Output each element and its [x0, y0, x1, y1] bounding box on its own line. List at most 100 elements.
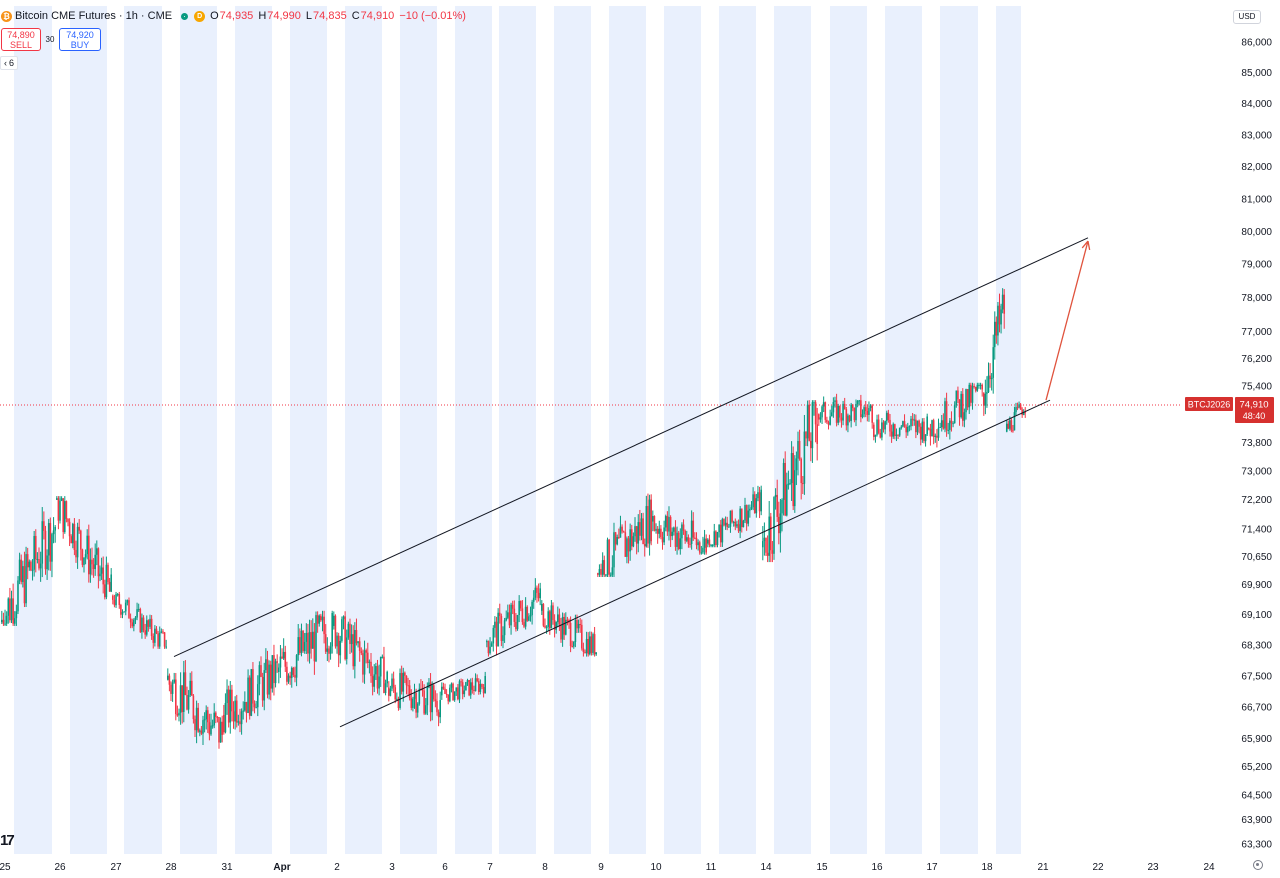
channel-upper[interactable]	[173, 237, 1089, 658]
candle-body	[705, 538, 707, 553]
candle-body	[484, 676, 486, 694]
candle-body	[507, 612, 509, 618]
candle-body	[682, 524, 685, 531]
candle-body	[537, 592, 540, 599]
open-value: 74,935	[219, 10, 254, 22]
price-axis[interactable]: 86,000 85,000 84,000 83,000 82,000 81,000 80,0…	[1241, 38, 1272, 851]
candle-body	[531, 601, 533, 616]
candle-body	[592, 634, 594, 653]
candle-body	[84, 554, 87, 558]
candle-body	[511, 604, 514, 609]
candle-body	[477, 681, 480, 692]
candle-body	[47, 523, 50, 556]
chart-title[interactable]: Bitcoin CME Futures · 1h · CME	[15, 10, 173, 22]
candle-body	[565, 619, 567, 635]
candle-body	[677, 532, 680, 550]
candle-body	[950, 420, 953, 424]
candle-body	[694, 537, 696, 539]
candle-body	[813, 402, 815, 404]
candle-body	[136, 609, 138, 618]
drawings[interactable]	[173, 237, 1091, 728]
candle-body	[191, 680, 193, 696]
candle-body	[622, 531, 625, 533]
time-axis[interactable]: 25 26 27 28 31 Apr 2 3 6 7 8 9 10 11 14 15 16 17 18 21 22 23 2…	[0, 862, 1215, 873]
indicators-toggle[interactable]: ‹ 6	[0, 56, 18, 70]
candle-body	[253, 703, 256, 708]
candle-body	[149, 618, 151, 627]
candle-body	[669, 517, 672, 537]
sell-button[interactable]: 74,890 SELL	[1, 28, 41, 51]
candle-body	[329, 646, 332, 654]
time-tick-label: 8	[542, 862, 548, 873]
candle-body	[278, 667, 280, 673]
session-band	[124, 6, 162, 854]
candle-body	[360, 650, 363, 654]
candle-body	[323, 616, 325, 635]
market-status-icon[interactable]	[181, 12, 189, 20]
candle-body	[652, 516, 654, 522]
legend: ₿ Bitcoin CME Futures · 1h · CME D O 74,…	[0, 6, 471, 26]
candle-body	[968, 384, 971, 408]
candle-body	[336, 635, 338, 647]
candle-body	[528, 616, 530, 621]
time-tick-label: 27	[110, 862, 122, 873]
channel-lower[interactable]	[339, 399, 1051, 728]
price-tick-label: 72,200	[1241, 495, 1272, 506]
candle-body	[711, 545, 714, 547]
candle-body	[508, 612, 511, 626]
candle-body	[965, 389, 967, 413]
candle-body	[51, 534, 53, 562]
buy-button[interactable]: 74,920 BUY	[59, 28, 101, 51]
session-band	[830, 6, 867, 854]
time-tick-label: 7	[487, 862, 493, 873]
currency-button[interactable]: USD	[1233, 10, 1261, 24]
price-tick-label: 65,200	[1241, 762, 1272, 773]
candle-body	[56, 498, 58, 500]
candle-body	[232, 711, 235, 722]
candle-body	[261, 676, 264, 701]
candle-body	[618, 537, 620, 539]
time-tick-label: 2	[334, 862, 340, 873]
candle-body	[716, 532, 719, 546]
settings-icon[interactable]	[1253, 860, 1263, 870]
candle-body	[347, 623, 350, 638]
session-band	[609, 6, 646, 854]
high-label: H	[258, 10, 267, 22]
candle-body	[65, 501, 68, 519]
candle-body	[750, 507, 753, 509]
candle-body	[187, 695, 190, 710]
target-arrow[interactable]	[1045, 240, 1089, 401]
delayed-data-icon[interactable]: D	[194, 10, 206, 22]
candle-body	[757, 492, 759, 499]
price-tick-label: 84,000	[1241, 99, 1272, 110]
session-band	[400, 6, 437, 854]
candle-body	[774, 494, 777, 498]
candle-body	[955, 390, 958, 406]
candle-body	[311, 631, 314, 649]
candle-body	[54, 526, 56, 531]
candle-body	[802, 483, 804, 485]
candle-body	[34, 535, 37, 560]
candle-body	[897, 434, 899, 436]
candle-body	[666, 516, 669, 532]
candle-body	[302, 630, 304, 652]
candle-body	[970, 384, 972, 403]
candle-body	[391, 678, 393, 689]
candle-body	[640, 518, 643, 536]
candle-body	[581, 624, 583, 649]
candle-body	[795, 458, 798, 471]
candle-body	[579, 624, 581, 626]
session-band	[664, 6, 701, 854]
candle-body	[776, 494, 778, 517]
candle-body	[482, 687, 485, 694]
candle-body	[83, 557, 85, 565]
time-tick-label: Apr	[273, 862, 290, 873]
tradingview-logo-icon[interactable]: 17	[0, 832, 15, 849]
candle-body	[597, 573, 599, 575]
candle-body	[248, 677, 251, 716]
time-tick-label: 9	[598, 862, 604, 873]
candle-body	[183, 672, 185, 712]
candle-body	[931, 420, 933, 437]
candle-body	[873, 424, 875, 437]
